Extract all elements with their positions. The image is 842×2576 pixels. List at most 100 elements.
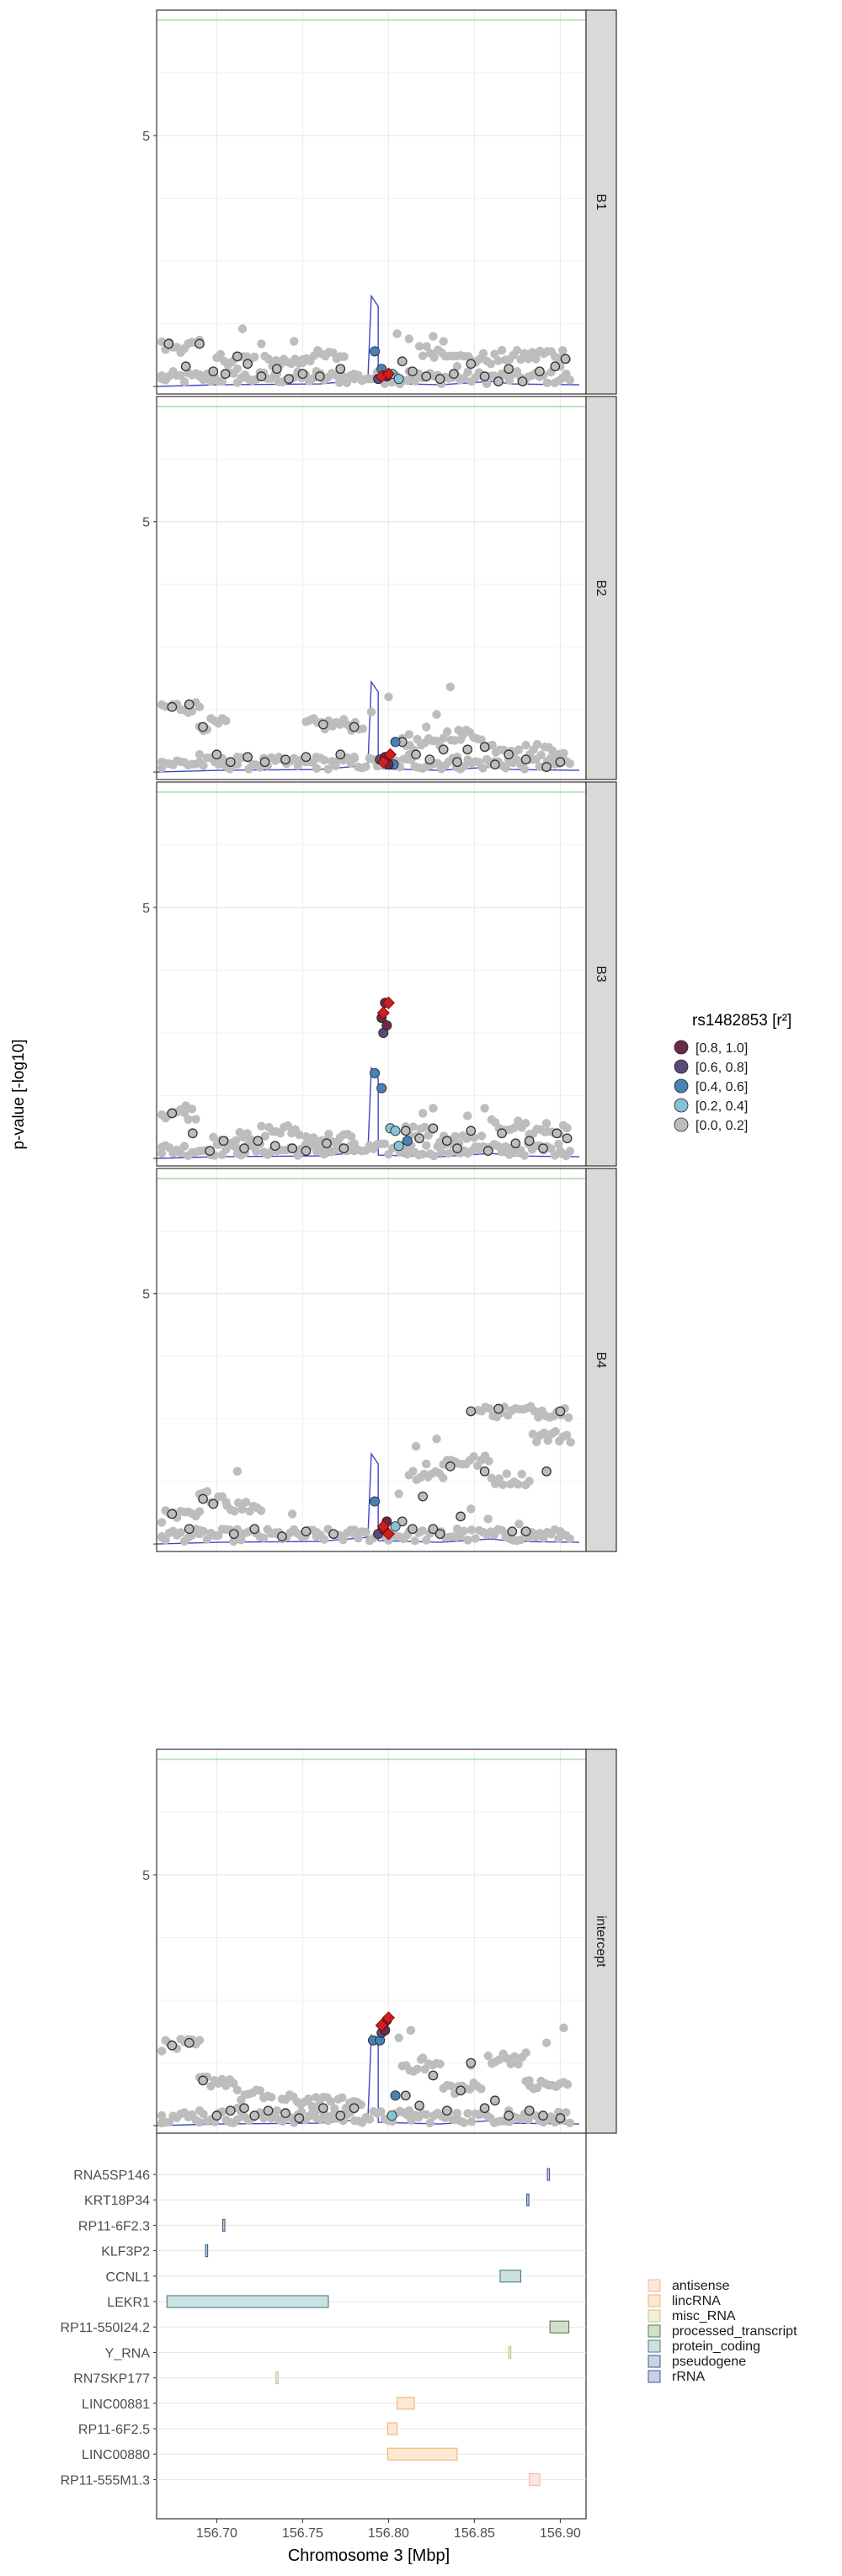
genotyped-snp-point [535, 366, 545, 377]
facet-B1: 5 B1 [142, 9, 617, 395]
biotype-legend-key [647, 2309, 661, 2323]
snp-point [490, 349, 499, 359]
genotyped-snp-point [349, 2103, 360, 2114]
snp-point [466, 1525, 477, 1535]
snp-point [516, 1535, 525, 1545]
snp-point [452, 362, 462, 371]
biotype-legend-label: lincRNA [672, 2294, 721, 2308]
genotyped-snp-point [441, 1136, 452, 1147]
snp-point [425, 2118, 434, 2127]
genotyped-snp-point [322, 1138, 332, 1149]
ld-legend-key [674, 1078, 689, 1094]
snp-point [463, 367, 472, 377]
snp-point [442, 726, 452, 737]
facet-intercept: 5 intercept [142, 1748, 617, 2134]
snp-point [506, 2059, 515, 2068]
snp-point [257, 339, 266, 349]
genotyped-snp-point [338, 1143, 349, 1153]
genotyped-snp-point [552, 1128, 562, 1139]
snp-point [157, 1148, 167, 1158]
snp-point [452, 1525, 462, 1534]
snp-point [195, 371, 205, 381]
snp-point [446, 2081, 456, 2091]
snp-point [536, 750, 546, 760]
snp-point [469, 1452, 478, 1461]
facet-B3: 5 B3 [142, 781, 617, 1167]
gene-body [386, 2447, 458, 2461]
gene-body [529, 2472, 541, 2486]
genotyped-snp-point [414, 1133, 424, 1144]
snp-point [422, 1141, 431, 1150]
ld-snp-point [390, 2090, 401, 2101]
genotyped-snp-point [560, 354, 571, 365]
y-tick-label: 5 [142, 1288, 150, 1302]
snp-point [260, 1131, 270, 1141]
snp-point [514, 2059, 523, 2069]
snp-point [349, 1529, 359, 1539]
snp-point [473, 1142, 482, 1152]
genotyped-snp-point [541, 762, 552, 772]
genotyped-snp-point [218, 1136, 229, 1147]
genotyped-snp-point [550, 361, 561, 372]
snp-point [358, 724, 367, 733]
ld-legend-key [674, 1117, 689, 1132]
snp-point [525, 1477, 534, 1486]
lead-snp-marker [376, 755, 390, 769]
snp-point [267, 2092, 276, 2102]
y-tick-label: 5 [142, 516, 150, 530]
snp-point [295, 1130, 304, 1140]
genotyped-snp-point [524, 1136, 535, 1147]
snp-point [195, 1529, 205, 1539]
gene-label: LEKR1 [107, 2296, 150, 2310]
snp-point [195, 2117, 205, 2127]
genotyped-snp-point [479, 1466, 490, 1477]
genotyped-snp-point [198, 2075, 208, 2086]
genotyped-snp-point [220, 369, 231, 380]
snp-point [237, 324, 248, 333]
genotyped-snp-point [284, 374, 294, 384]
snp-point [195, 2105, 205, 2116]
snp-point [483, 2051, 493, 2061]
genotyped-snp-point [493, 376, 504, 386]
genotyped-snp-point [538, 2110, 548, 2121]
gene-body [546, 2168, 551, 2181]
biotype-legend-key [647, 2324, 661, 2338]
x-tick-label: 156.80 [368, 2526, 409, 2541]
genotyped-snp-point [280, 754, 290, 765]
ld-snp-point [370, 1496, 381, 1507]
genotyped-snp-point [493, 1403, 504, 1414]
snp-point [466, 1504, 476, 1514]
snp-point [392, 329, 402, 338]
genotyped-snp-point [198, 1493, 208, 1504]
genotyped-snp-point [269, 1141, 280, 1152]
snp-point [232, 1466, 242, 1477]
snp-point [195, 750, 205, 759]
snp-point [214, 1530, 223, 1541]
gene-body [221, 2218, 226, 2232]
genotyped-snp-point [434, 374, 445, 384]
genotyped-snp-point [301, 1526, 312, 1537]
genotyped-snp-point [428, 1524, 439, 1535]
snp-point [478, 764, 488, 773]
snp-point [323, 764, 333, 774]
gene-body [205, 2244, 209, 2258]
gene-label: LINC00881 [82, 2398, 150, 2412]
genotyped-snp-point [428, 1123, 439, 1134]
genotyped-snp-point [167, 2040, 178, 2051]
snp-point [429, 332, 438, 341]
genotyped-snp-point [479, 742, 490, 753]
snp-point [559, 748, 568, 758]
snp-point [195, 702, 205, 712]
snp-point [404, 730, 414, 739]
gene-body [499, 2270, 522, 2283]
lead-snp-marker [375, 2019, 388, 2032]
snp-point [411, 1441, 421, 1451]
lead-snp-marker [381, 2011, 395, 2025]
snp-point [202, 1487, 212, 1496]
genotyped-snp-point [256, 371, 267, 381]
snp-point [229, 2078, 238, 2088]
biotype-legend-key [647, 2279, 661, 2292]
snp-point [418, 2053, 428, 2062]
snp-point [157, 2110, 167, 2121]
gene-label: RN7SKP177 [73, 2372, 150, 2387]
